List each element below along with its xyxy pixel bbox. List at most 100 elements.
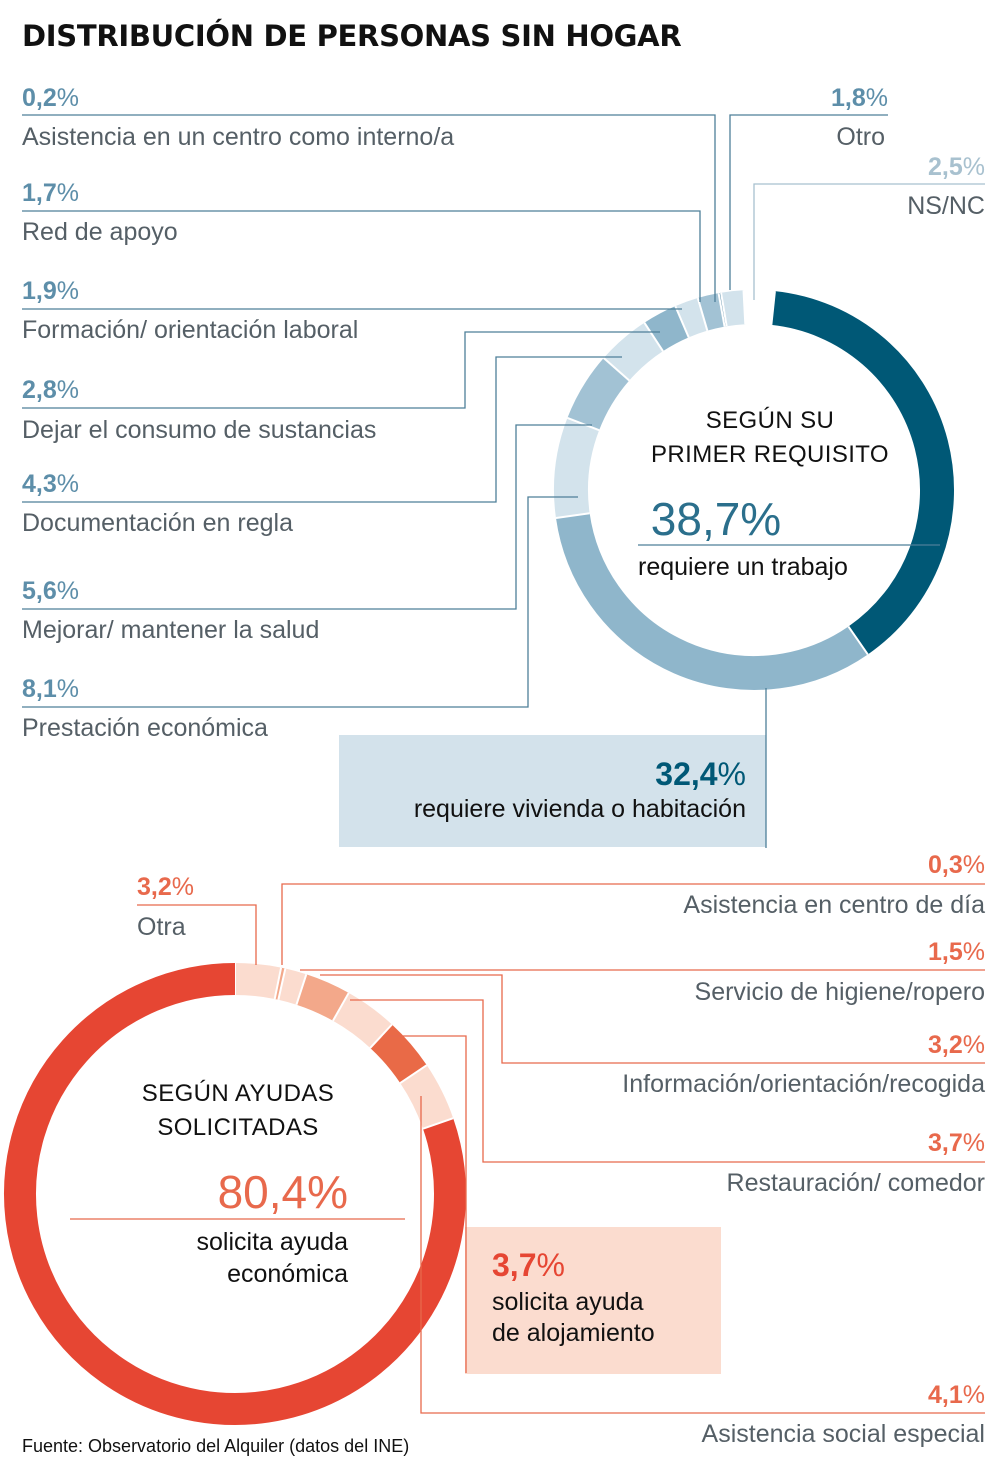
leader-line-otra [137,904,257,965]
center-title-line-1: SEGÚN AYUDAS [142,1080,334,1107]
donut-ayudas-solicitadas [4,963,466,1425]
highlight-box-alojamiento [465,1227,721,1374]
label-centro-dia: Asistencia en centro de día [683,891,985,919]
donut-slice-solicita-ayuda-de-alojamiento [369,1024,427,1084]
donut-slice-separator [332,992,350,1022]
highlight-value-vivienda: 32,4% [655,756,746,792]
label-nsnc: NS/NC [907,192,985,220]
label-documentacion: Documentación en regla [22,509,293,537]
donut-slice-separator [742,290,747,325]
page-title: DISTRIBUCIÓN DE PERSONAS SIN HOGAR [22,19,681,53]
leader-line-nsnc [753,183,985,300]
leader-line-documentacion [22,356,622,503]
donut-slice-separator [720,292,728,327]
donut-slice-separator [295,973,308,1006]
donut-slice-prestacion-economica [554,417,600,518]
chart-primer-requisito: 0,2% Asistencia en un centro como intern… [22,84,985,848]
center-caption-economica-line-1: solicita ayuda [197,1228,349,1256]
center-title-line-2: SOLICITADAS [157,1114,318,1141]
donut-slice-restauracion-comedor [332,992,392,1049]
label-pct-prestacion: 8,1% [22,675,79,703]
label-pct-sustancias: 2,8% [22,376,79,404]
donut-slice-otra [234,963,282,1000]
label-salud: Mejorar/ mantener la salud [22,616,319,644]
donut-slice-servicio-de-higiene-ropero [278,968,307,1005]
label-pct-higiene: 1,5% [928,938,985,966]
leader-line-salud [22,424,592,610]
label-prestacion: Prestación económica [22,714,268,742]
donut-slice-requiere-vivienda-o-habitacion [555,513,868,690]
label-formacion: Formación/ orientación laboral [22,316,358,344]
label-pct-salud: 5,6% [22,577,79,605]
donut-slice-mejorar-mantener-la-salud [567,358,630,431]
donut-slice-documentacion-en-regla [603,322,664,381]
leader-line-sustancias [22,331,660,409]
label-pct-asistencia-social: 4,1% [928,1381,985,1409]
label-asistencia-social: Asistencia social especial [702,1420,985,1448]
leader-line-centro-dia [281,883,985,965]
label-pct-formacion: 1,9% [22,277,79,305]
leader-line-red-apoyo [22,210,701,302]
donut-slice-separator [603,357,630,382]
leader-line-asistencia-social [420,1096,985,1414]
donut-slice-separator [555,512,590,519]
leader-line-informacion [320,974,985,1064]
label-otro: Otro [836,123,885,151]
label-pct-otra: 3,2% [137,873,194,901]
highlight-value-alojamiento: 3,7% [492,1247,565,1283]
highlight-box-vivienda [339,735,766,847]
label-pct-centro-dia: 0,3% [928,851,985,879]
donut-slice-informacion-orientacion-recogida [296,974,349,1021]
donut-slice-red-de-apoyo [697,293,725,331]
donut-slice-separator [643,322,664,352]
highlight-caption-vivienda: requiere vivienda o habitación [414,795,746,823]
label-pct-restauracion: 3,7% [928,1129,985,1157]
donut-primer-requisito [554,290,954,690]
center-title-line-2: PRIMER REQUISITO [651,441,889,468]
donut-slice-separator [847,625,869,656]
label-informacion: Información/orientación/recogida [622,1070,985,1098]
donut-slice-separator [696,297,709,331]
label-pct-informacion: 3,2% [928,1031,985,1059]
label-restauracion: Restauración/ comedor [727,1169,985,1197]
donut-slice-separator [277,968,287,1000]
donut-slice-separator [567,417,600,432]
leader-line-restauracion [350,999,985,1163]
label-pct-otro: 1,8% [831,84,888,112]
leader-line-asistencia-interno [22,114,716,302]
highlight-caption-alojamiento-line-1: solicita ayuda [492,1288,644,1316]
leader-line-otro [729,114,888,290]
label-red-apoyo: Red de apoyo [22,218,178,246]
label-pct-red-apoyo: 1,7% [22,179,79,207]
donut-slice-asistencia-social-especial [399,1065,454,1130]
label-sustancias: Dejar el consumo de sustancias [22,416,376,444]
donut-slice-solicita-ayuda-economica [4,963,466,1425]
donut-slice-separator [273,967,283,1000]
label-pct-asistencia-interno: 0,2% [22,84,79,112]
source-note: Fuente: Observatorio del Alquiler (datos… [22,1436,409,1456]
donut-slice-separator [399,1064,428,1084]
donut-slice-separator [422,1117,454,1130]
leader-lines-bottom [70,883,985,1414]
donut-slice-formacion-orientacion-laboral [675,298,708,338]
label-pct-documentacion: 4,3% [22,470,79,498]
center-title-line-1: SEGÚN SU [706,407,835,434]
center-caption-economica-line-2: económica [227,1260,348,1288]
label-asistencia-interno: Asistencia en un centro como interno/a [22,123,454,151]
highlight-caption-alojamiento-line-2: de alojamiento [492,1319,655,1347]
donut-slice-separator [674,305,690,338]
donut-slice-separator [369,1023,393,1049]
center-caption-trabajo: requiere un trabajo [638,553,848,581]
donut-slice-ns-nc [743,290,775,325]
leader-line-alojamiento [383,1035,467,1373]
leader-line-prestacion [22,496,578,708]
label-pct-nsnc: 2,5% [928,153,985,181]
center-value-economica: 80,4% [218,1166,348,1218]
label-otra: Otra [137,913,186,941]
donut-slice-otro [721,290,746,327]
chart-ayudas-solicitadas: 3,2% Otra 0,3% Asistencia en centro de d… [4,851,985,1448]
label-higiene: Servicio de higiene/ropero [695,978,985,1006]
donut-slice-requiere-un-trabajo [771,291,954,655]
donut-slice-dejar-el-consumo-de-sustancias [644,306,690,352]
